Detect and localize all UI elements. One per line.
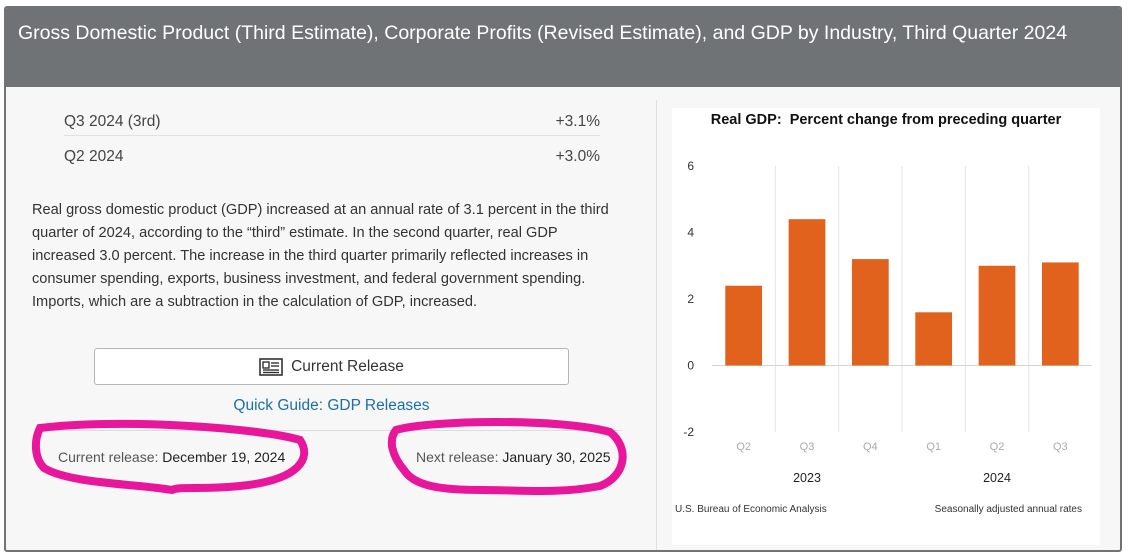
panel-divider xyxy=(656,100,657,550)
divider xyxy=(42,430,622,431)
stat-row-q2: Q2 2024 +3.0% xyxy=(64,143,600,171)
chart-note: Seasonally adjusted annual rates xyxy=(934,504,1082,515)
stat-row-q3: Q3 2024 (3rd) +3.1% xyxy=(64,108,600,136)
gdp-bar-chart: -2 0 2 4 6 Q2 Q3 Q4 Q1 Q2 Q3 2023 2024 xyxy=(683,159,1092,485)
chart-source: U.S. Bureau of Economic Analysis xyxy=(675,504,827,515)
stat-label: Q2 2024 xyxy=(64,148,124,165)
next-release-label: Next release: xyxy=(416,449,499,465)
chart-x-tick-label: Q3 xyxy=(1053,441,1068,453)
current-release-label: Current release: xyxy=(58,449,159,465)
next-release-date: January 30, 2025 xyxy=(502,449,611,465)
chart-y-tick-label: 6 xyxy=(687,159,694,173)
current-release-info: Current release: December 19, 2024 xyxy=(58,449,285,465)
next-release-info: Next release: January 30, 2025 xyxy=(416,449,611,465)
chart-year-label: 2023 xyxy=(793,471,821,485)
current-release-date: December 19, 2024 xyxy=(162,449,286,465)
stat-value: +3.0% xyxy=(555,148,600,165)
chart-x-tick-label: Q1 xyxy=(926,441,941,453)
chart-title: Real GDP: Percent change from preceding … xyxy=(710,112,1062,128)
current-release-label: Current Release xyxy=(291,357,404,375)
chart-bar xyxy=(788,219,826,366)
chart-x-tick-label: Q4 xyxy=(863,441,878,453)
stat-value: +3.1% xyxy=(555,113,600,130)
chart-y-tick-label: 4 xyxy=(687,226,694,240)
chart-x-tick-label: Q2 xyxy=(990,441,1005,453)
chart-bar xyxy=(851,259,889,366)
chart-bar xyxy=(1041,262,1079,366)
chart-bar xyxy=(725,285,763,366)
chart-y-tick-label: 2 xyxy=(687,292,694,306)
chart-x-tick-label: Q2 xyxy=(736,441,751,453)
chart-year-label: 2024 xyxy=(983,471,1011,485)
release-title: Gross Domestic Product (Third Estimate),… xyxy=(6,8,1120,87)
gdp-release-card: Gross Domestic Product (Third Estimate),… xyxy=(4,6,1122,552)
chart-y-tick-label: 0 xyxy=(687,359,694,373)
chart-x-tick-label: Q3 xyxy=(800,441,815,453)
gdp-chart: -2 0 2 4 6 Q2 Q3 Q4 Q1 Q2 Q3 2023 2024 Real GDP: Per… xyxy=(672,108,1100,545)
release-summary-panel: Q3 2024 (3rd) +3.1% Q2 2024 +3.0% Real g… xyxy=(6,87,646,550)
chart-y-tick-label: -2 xyxy=(683,425,694,439)
newspaper-icon xyxy=(259,357,283,376)
quick-guide-link[interactable]: Quick Guide: GDP Releases xyxy=(233,397,430,414)
release-description: Real gross domestic product (GDP) increa… xyxy=(32,202,609,310)
stat-label: Q3 2024 (3rd) xyxy=(64,113,161,130)
chart-bar xyxy=(978,265,1016,366)
chart-bar xyxy=(915,312,953,366)
current-release-button[interactable]: Current Release xyxy=(94,348,569,385)
